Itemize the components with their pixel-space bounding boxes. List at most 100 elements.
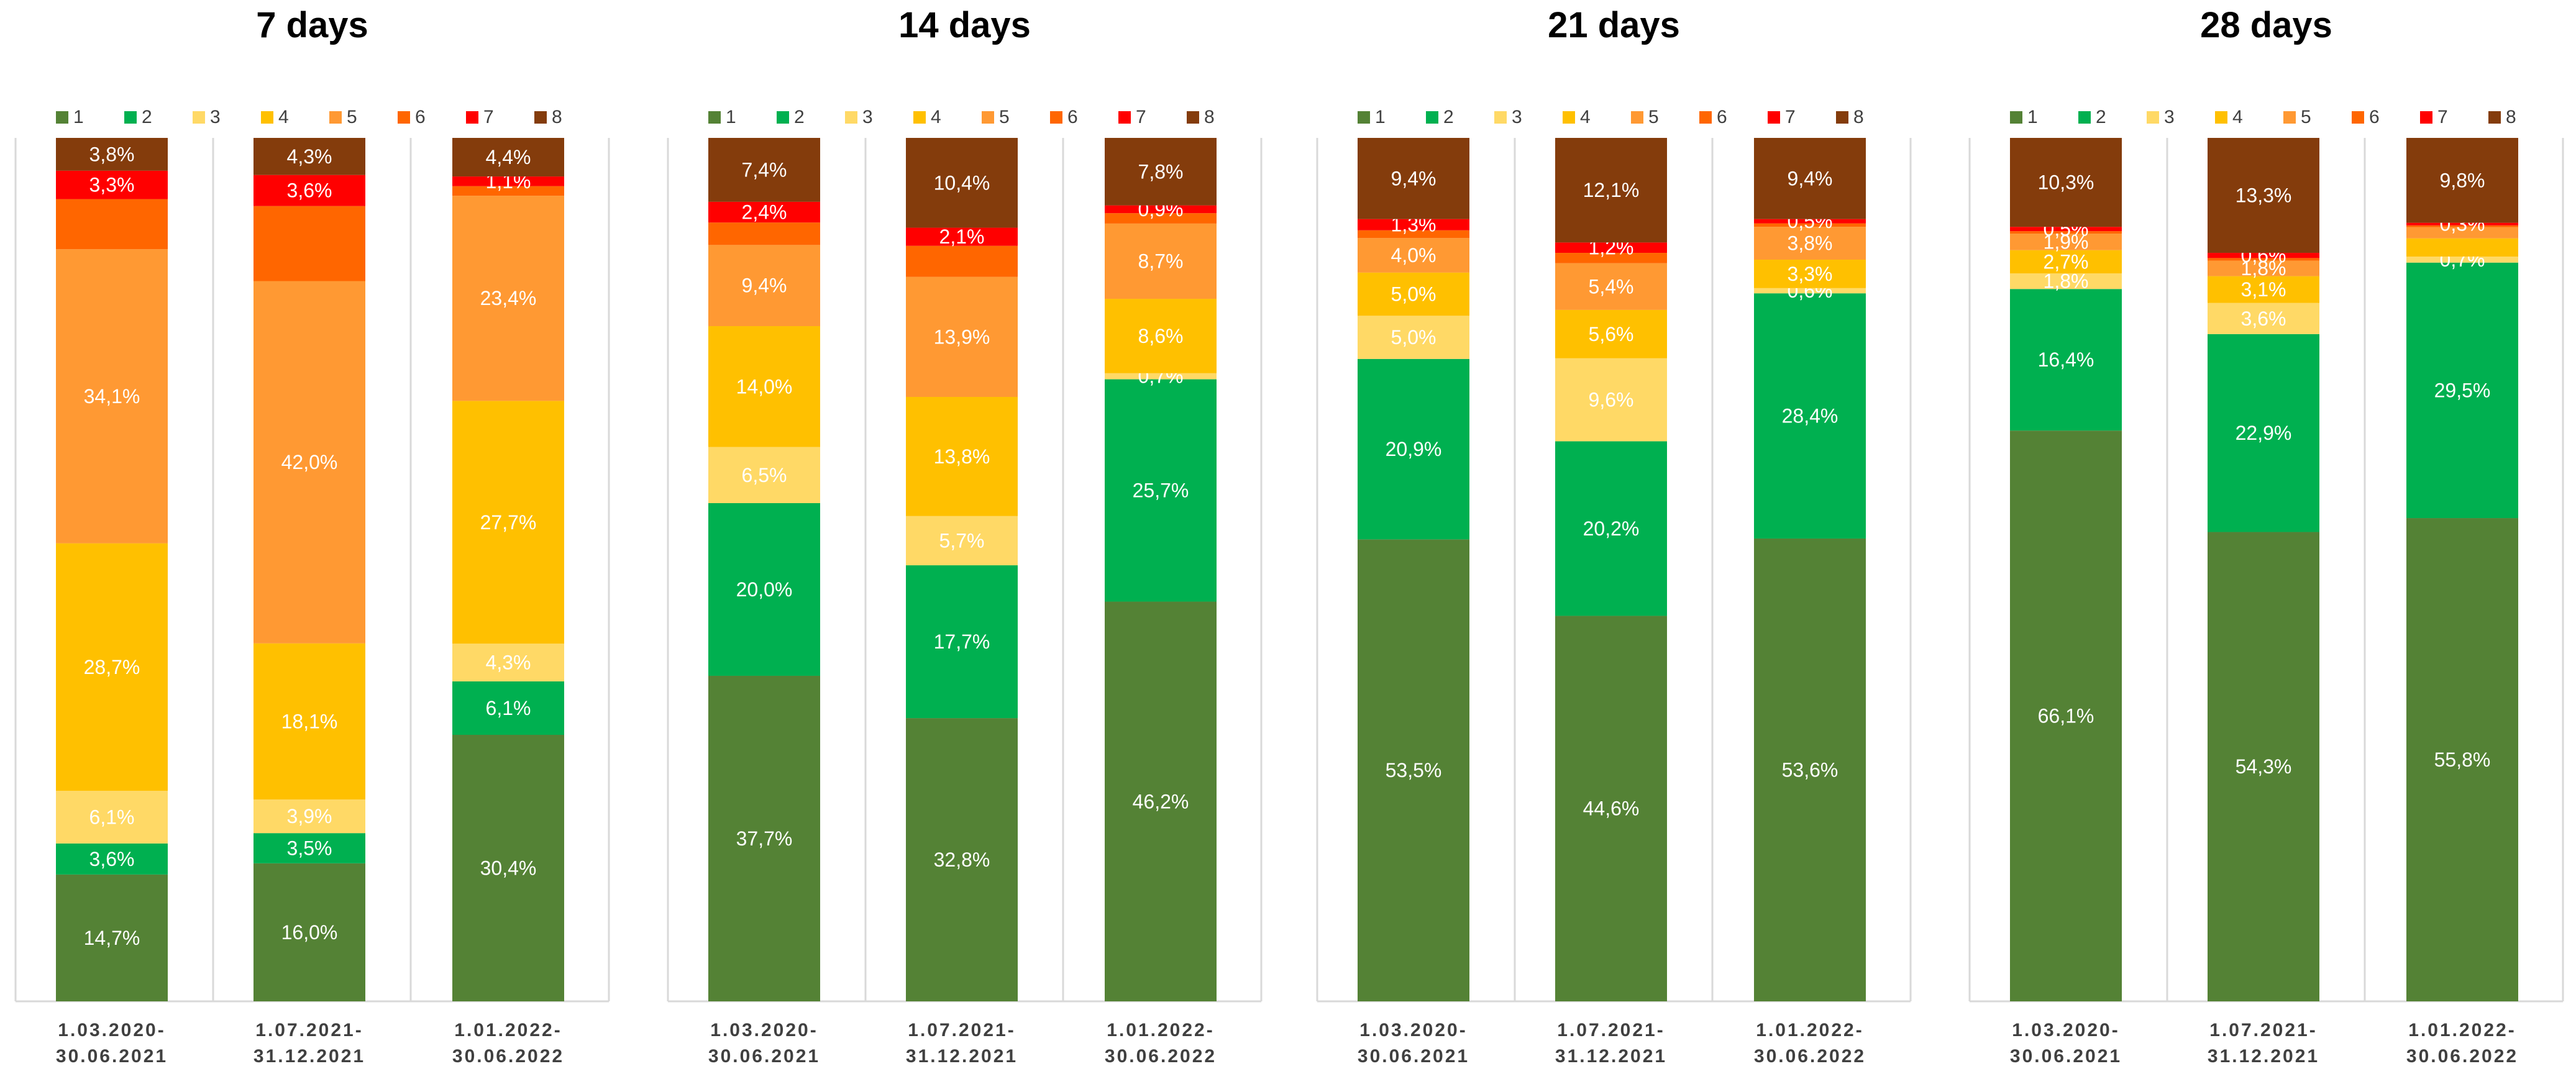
legend-swatch [1118,111,1131,124]
legend-label: 5 [999,107,1010,127]
data-label: 25,7% [1133,480,1189,502]
data-label: 5,0% [1391,326,1436,348]
data-label: 34,1% [84,385,140,407]
data-label: 10,4% [934,171,990,194]
legend-label: 4 [931,107,941,127]
legend-swatch [2352,111,2364,124]
bar-segment [1358,539,1469,1001]
data-label: 16,4% [2038,348,2094,371]
category-label: 30.06.2022 [452,1046,564,1067]
bar-segment [2010,289,2122,431]
bar-segment [253,643,365,800]
bar-segment [1358,219,1469,230]
category-label: 1.01.2022- [454,1020,562,1040]
legend-swatch [1494,111,1507,124]
bar-segment [1358,238,1469,273]
data-label: 53,5% [1386,759,1442,781]
legend-swatch [1699,111,1712,124]
data-label: 6,5% [742,464,787,486]
data-label: 46,2% [1133,790,1189,812]
data-label: 7,4% [742,158,787,181]
panel-title: 28 days [2200,5,2332,45]
data-label: 3,5% [287,837,332,860]
legend-swatch [1563,111,1575,124]
data-label: 54,3% [2236,755,2292,778]
legend-label: 3 [1512,107,1522,127]
legend-label: 6 [415,107,426,127]
bar-segment [906,276,1018,397]
bar-segment [2406,222,2518,225]
legend-label: 1 [1375,107,1386,127]
data-label: 53,6% [1782,758,1838,781]
bar-segment [2208,258,2319,261]
data-label: 8,6% [1138,325,1184,347]
bar-segment [1555,242,1667,253]
category-label: 1.03.2020- [1359,1020,1467,1040]
data-label: 9,4% [1788,167,1833,189]
category-label: 30.06.2021 [56,1046,168,1067]
category-label: 30.06.2022 [2406,1046,2518,1067]
data-label: 14,0% [736,375,793,398]
legend-swatch [466,111,478,124]
legend-label: 8 [2506,107,2516,127]
data-label: 37,7% [736,827,793,850]
bar-segment [452,401,564,644]
category-label: 1.07.2021- [908,1020,1015,1040]
bar-segment [452,186,564,196]
legend-label: 7 [1136,107,1146,127]
bar-segment [2010,227,2122,232]
data-label: 3,6% [2241,307,2286,330]
bar-segment [2406,262,2518,519]
legend-label: 2 [1443,107,1454,127]
data-label: 42,0% [281,451,338,473]
legend-label: 1 [726,107,736,127]
legend-swatch [2488,111,2501,124]
bar-segment [1358,358,1469,540]
data-label: 3,1% [2241,278,2286,301]
data-label: 5,0% [1391,283,1436,306]
bar-segment [708,675,820,1001]
data-label: 10,3% [2038,171,2094,194]
data-label: 23,4% [480,287,537,309]
bar-segment [253,175,365,206]
bar-segment [1555,358,1667,442]
legend-label: 8 [1204,107,1215,127]
category-label: 1.03.2020- [710,1020,818,1040]
category-label: 1.07.2021- [2209,1020,2317,1040]
bar-segment [906,397,1018,516]
legend-swatch [193,111,205,124]
data-label: 4,0% [1391,244,1436,266]
legend-label: 4 [1580,107,1591,127]
data-label: 4,4% [486,146,531,168]
data-label: 2,4% [742,201,787,224]
bar-segment [1555,138,1667,243]
panel-title: 21 days [1548,5,1680,45]
data-label: 3,3% [1788,263,1833,285]
category-label: 1.03.2020- [58,1020,165,1040]
bar-segment [452,681,564,735]
legend-swatch [534,111,547,124]
bar-segment [1754,259,1866,288]
legend-label: 7 [1785,107,1796,127]
legend-swatch [56,111,68,124]
bar-segment [2010,138,2122,227]
bar-segment [56,249,168,544]
bar-segment [1754,538,1866,1001]
bar-segment [2208,303,2319,334]
bar-segment [253,281,365,644]
bar-segment [2010,234,2122,250]
legend-swatch [1358,111,1370,124]
legend-label: 1 [2027,107,2038,127]
bar-segment [1358,138,1469,219]
data-label: 4,3% [287,145,332,168]
data-label: 3,6% [89,848,135,870]
legend-swatch [1836,111,1848,124]
legend-label: 8 [552,107,562,127]
bar-segment [1358,230,1469,239]
bar-segment [708,138,820,202]
legend-label: 2 [142,107,152,127]
data-label: 22,9% [2236,422,2292,444]
bar-segment [2406,225,2518,227]
legend-label: 4 [2232,107,2243,127]
